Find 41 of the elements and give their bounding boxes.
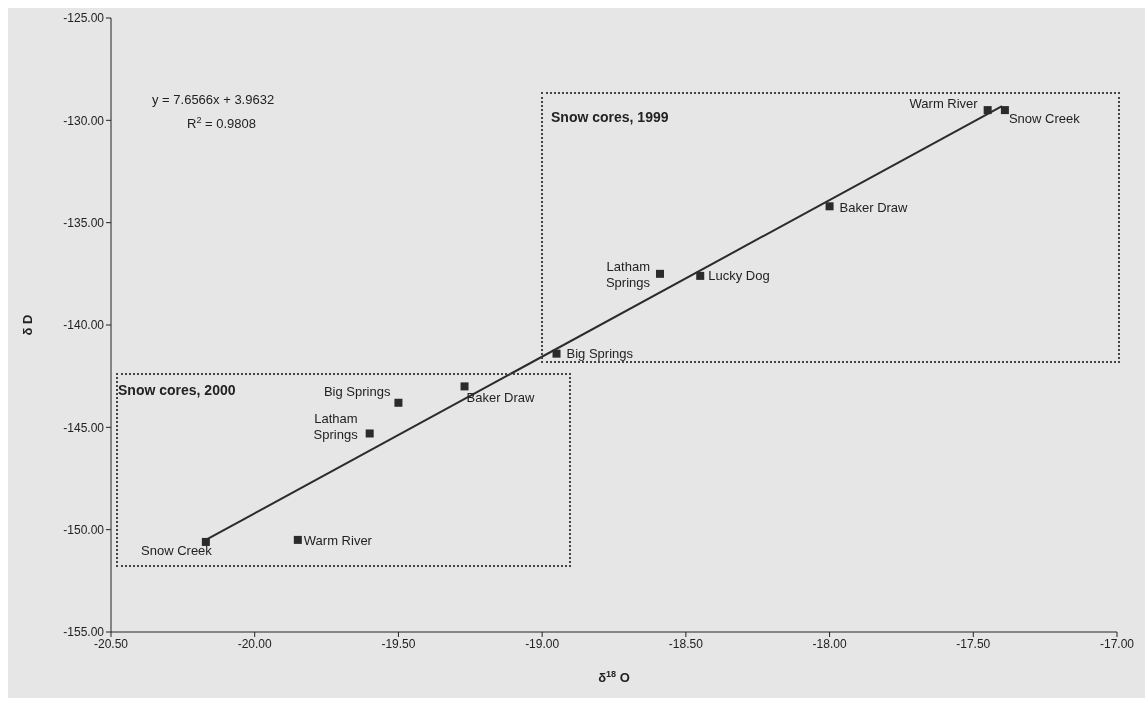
y-tick-label: -145.00 (63, 420, 105, 435)
y-tick-label: -125.00 (63, 11, 105, 26)
annotation: Latham Springs (605, 258, 651, 290)
point (983, 106, 992, 115)
annotation: Lucky Dog (708, 267, 770, 283)
annotation: Latham Springs (313, 411, 359, 443)
x-tick-label: -19.50 (381, 636, 416, 651)
annotation: Big Springs (566, 345, 634, 361)
point (696, 271, 705, 280)
point (365, 429, 374, 438)
y-tick-label: -140.00 (63, 318, 105, 333)
annotation: Baker Draw (466, 390, 536, 406)
annotation: Snow Creek (141, 542, 213, 558)
annotation: Baker Draw (839, 200, 909, 216)
x-tick-label: -18.50 (668, 636, 704, 651)
annotation: Snow cores, 2000 (118, 382, 236, 398)
x-tick-label: -17.50 (956, 636, 991, 651)
annotation: Warm River (909, 96, 979, 112)
point (655, 269, 664, 278)
x-tick-label: -18.00 (812, 636, 847, 651)
point (552, 349, 561, 358)
point (825, 202, 834, 211)
annotation: Big Springs (323, 383, 391, 399)
point (1000, 106, 1009, 115)
x-axis-title: δ$^{18}$ O (598, 669, 630, 685)
y-axis-title: δ D (20, 314, 35, 336)
point (460, 382, 469, 391)
y-tick-label: -150.00 (63, 522, 105, 537)
annotation: Warm River (303, 532, 373, 548)
x-tick-label: -17.00 (1099, 636, 1135, 651)
annotation: Snow cores, 1999 (551, 109, 669, 125)
point (201, 537, 210, 546)
annotation: y = 7.6566x + 3.9632 (152, 92, 275, 107)
point (394, 398, 403, 407)
y-tick-label: -135.00 (63, 215, 105, 230)
annotation: Snow Creek (1008, 111, 1081, 127)
x-tick-label: -19.00 (525, 636, 560, 651)
annotation: R$^{2}$ = 0.9808 (187, 115, 257, 131)
y-tick-label: -130.00 (63, 113, 105, 128)
point (293, 535, 302, 544)
x-tick-label: -20.00 (237, 636, 273, 651)
